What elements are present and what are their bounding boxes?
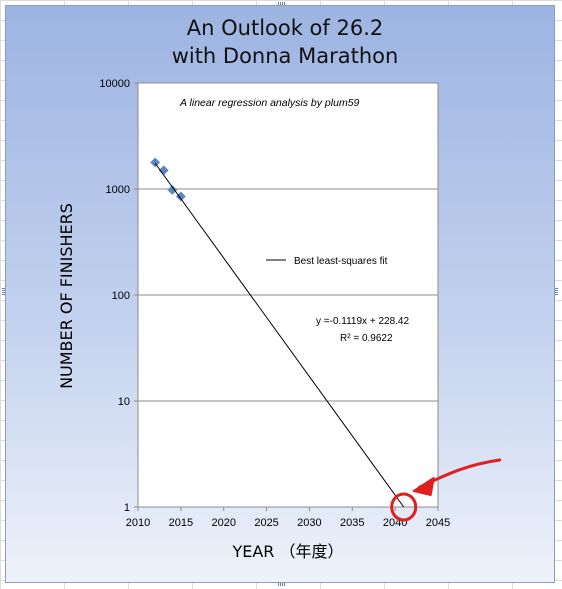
y-tick-label-10: 10 [118,396,130,408]
data-point-2013 [158,165,169,176]
resize-handle-left[interactable] [2,288,5,295]
chart-title-line-1: An Outlook of 26.2 [186,16,384,40]
y-tick-label-1: 1 [124,502,130,514]
x-tick-label-2020: 2020 [211,517,235,529]
regression-equation: y =-0.1119x + 228.42 [316,316,409,327]
x-tick-label-2015: 2015 [169,517,193,529]
x-tick-label-2035: 2035 [340,517,364,529]
data-point-2014 [167,184,178,195]
resize-handle-bottom[interactable] [278,583,285,586]
legend-entry-fit: Best least-squares fit [294,256,388,267]
resize-handle-top[interactable] [278,2,285,5]
data-point-2015 [175,191,186,202]
y-axis-title: NUMBER OF FINISHERS [57,203,76,389]
chart-subtitle: A linear regression analysis by plum59 [179,97,360,109]
y-tick-label-100: 100 [112,290,130,302]
x-tick-label-2030: 2030 [297,517,321,529]
highlight-circle [390,492,418,522]
y-tick-label-10000: 10000 [99,78,130,90]
pointer-arrow-head [412,477,435,496]
r-squared-value: R² = 0.9622 [340,333,393,344]
x-tick-label-2025: 2025 [254,517,278,529]
resize-handle-right[interactable] [555,288,558,295]
x-axis-title: YEAR （年度） [231,542,343,561]
y-tick-label-1000: 1000 [106,184,130,196]
trendline-fit [154,162,405,508]
x-tick-label-2010: 2010 [126,517,150,529]
chart-title-line-2: with Donna Marathon [171,44,399,68]
x-tick-label-2045: 2045 [426,517,450,529]
data-point-2012 [150,157,161,168]
